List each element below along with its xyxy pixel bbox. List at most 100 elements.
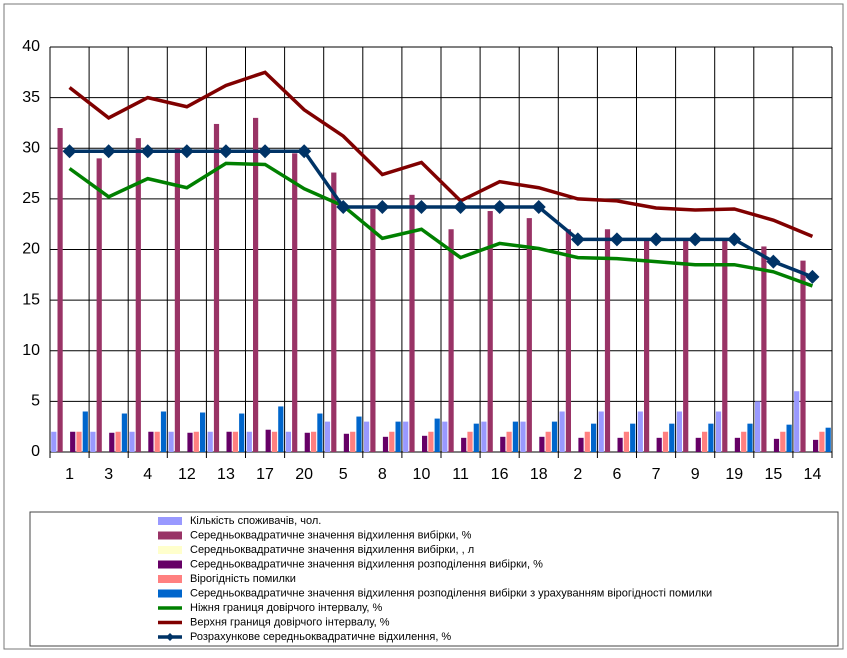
- marker: [570, 232, 585, 247]
- bar: [370, 209, 376, 452]
- legend-label: Розрахункове середньоквадратичне відхиле…: [190, 631, 451, 643]
- x-tick-label: 17: [256, 466, 274, 483]
- bar: [794, 391, 800, 452]
- bar: [90, 431, 96, 452]
- bar: [722, 239, 728, 452]
- bar: [598, 411, 604, 452]
- bar: [461, 437, 467, 452]
- x-tick-label: 15: [764, 466, 782, 483]
- x-tick-label: 19: [725, 466, 743, 483]
- marker: [336, 199, 351, 214]
- bar: [51, 431, 57, 452]
- legend-label: Верхня границя довірчого інтервалу, %: [190, 616, 390, 628]
- legend-label: Середньоквадратичне значення відхилення …: [190, 544, 474, 556]
- marker: [258, 144, 273, 159]
- bar: [409, 194, 415, 452]
- bar: [800, 260, 806, 452]
- bar: [617, 437, 623, 452]
- bar: [506, 431, 512, 452]
- bar: [232, 431, 238, 452]
- bar: [246, 431, 252, 452]
- x-tick-label: 4: [143, 466, 152, 483]
- bar: [343, 433, 349, 452]
- y-tick-label: 30: [22, 139, 40, 156]
- bar: [644, 239, 650, 452]
- bar: [239, 413, 245, 452]
- marker: [62, 144, 77, 159]
- marker: [649, 232, 664, 247]
- marker: [766, 254, 781, 269]
- bar: [428, 431, 434, 452]
- x-tick-label: 13: [217, 466, 235, 483]
- bar: [265, 429, 271, 452]
- bar: [500, 436, 506, 452]
- x-tick-label: 10: [413, 466, 431, 483]
- bar: [278, 406, 284, 452]
- y-tick-label: 5: [31, 393, 40, 410]
- bar: [434, 418, 440, 452]
- bar: [551, 421, 558, 452]
- marker: [101, 144, 116, 159]
- bar: [604, 229, 611, 452]
- bar: [331, 172, 337, 453]
- marker: [140, 144, 155, 159]
- bar: [382, 436, 389, 452]
- legend-swatch: [158, 575, 182, 583]
- bar: [304, 432, 310, 452]
- bar: [135, 138, 141, 452]
- marker: [609, 232, 624, 247]
- bar: [623, 431, 629, 452]
- bar: [747, 423, 753, 452]
- x-tick-label: 14: [804, 466, 822, 483]
- bar: [481, 421, 487, 452]
- bar: [356, 416, 362, 452]
- y-tick-label: 20: [22, 241, 40, 258]
- bar: [109, 432, 115, 452]
- legend-label: Кількість споживачів, чол.: [190, 515, 321, 527]
- bar: [512, 421, 518, 452]
- marker: [179, 144, 194, 159]
- marker: [414, 199, 429, 214]
- bar: [271, 431, 278, 452]
- x-tick-label: 3: [104, 466, 113, 483]
- bar: [121, 413, 127, 452]
- bar: [676, 411, 682, 452]
- bar: [813, 439, 819, 452]
- bar: [213, 123, 220, 452]
- y-tick-label: 35: [22, 89, 40, 106]
- bar: [389, 431, 395, 452]
- legend-swatch: [158, 531, 182, 540]
- bar: [780, 431, 786, 452]
- bar: [819, 431, 825, 452]
- bar: [584, 431, 590, 452]
- bar: [207, 431, 213, 452]
- y-tick-label: 40: [22, 38, 40, 55]
- bar: [448, 229, 454, 452]
- bar: [539, 436, 545, 452]
- marker: [805, 269, 820, 284]
- bar: [350, 431, 356, 452]
- marker: [727, 232, 742, 247]
- bar: [226, 431, 232, 452]
- x-tick-label: 20: [295, 466, 313, 483]
- bar: [786, 424, 792, 452]
- frame: [3, 3, 844, 650]
- bar: [115, 431, 121, 452]
- legend-label: Середньоквадратичне значення відхилення …: [190, 558, 543, 570]
- bar: [148, 431, 154, 452]
- bar: [311, 431, 317, 452]
- bar: [715, 411, 722, 452]
- bar: [545, 431, 551, 452]
- legend-label: Ніжня границя довірчого інтервалу, %: [190, 602, 383, 614]
- bar: [160, 411, 167, 452]
- legend-label: Середньоквадратичне значення відхилення …: [190, 529, 472, 541]
- bar: [565, 229, 571, 452]
- y-tick-label: 0: [31, 443, 40, 460]
- marker: [375, 199, 390, 214]
- y-tick-label: 25: [22, 190, 40, 207]
- legend-swatch: [158, 517, 182, 525]
- bar: [630, 423, 636, 452]
- bar: [683, 239, 689, 452]
- marker: [218, 144, 233, 159]
